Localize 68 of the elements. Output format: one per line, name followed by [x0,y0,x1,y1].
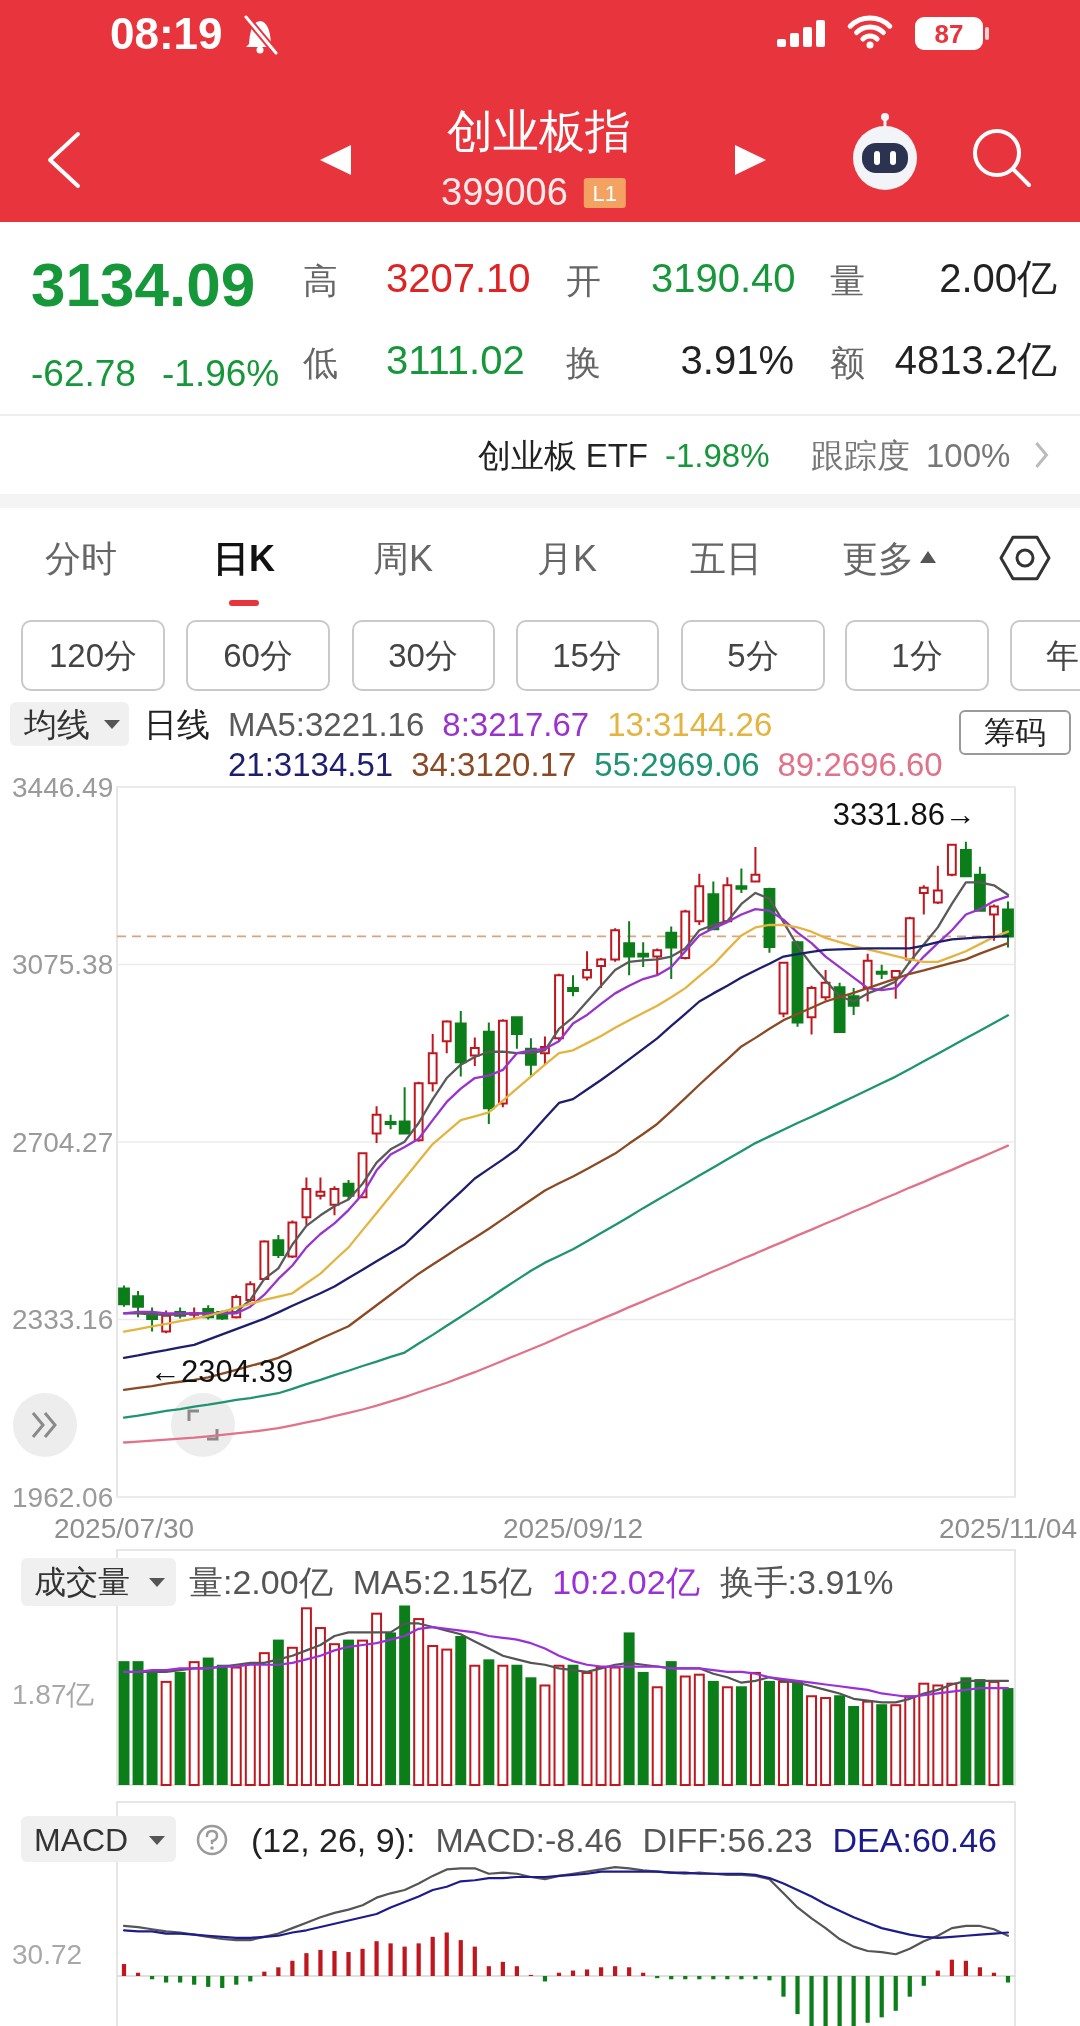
text: 年 [1045,636,1079,674]
text: 8:3217.67 [442,705,590,743]
text: 五日 [690,537,762,579]
text: 3190.40 [651,256,796,300]
text: 分时 [45,537,117,579]
text: 13:3144.26 [607,705,773,743]
text: 1分 [891,636,943,674]
text: 更多 [842,537,914,579]
y-tick-label: 1962.06 [12,1481,114,1513]
text: 15分 [552,636,622,674]
text: 2.00亿 [939,256,1057,300]
text: 日K [213,537,275,579]
text: -1.96% [162,352,280,394]
y-tick-label: 3075.38 [12,949,114,980]
text: 120分 [48,636,138,674]
text: 100% [926,436,1011,474]
text: 34:3120.17 [411,745,577,783]
text: -62.78 [31,352,136,394]
chart-subtitle: 日线 [144,705,210,743]
y-tick-label: 3446.49 [12,771,114,803]
text: 87 [934,19,964,49]
text: 60分 [223,636,293,674]
series-label: DEA:60.46 [832,1821,998,1859]
text: 创业板指 [447,105,631,157]
text: 4813.2亿 [894,338,1057,382]
text: 高 [303,260,338,300]
text: L1 [592,180,618,206]
chart-title: 成交量 [34,1564,130,1600]
text: 跟踪度 [811,436,910,474]
text: 换手:3.91% [719,1563,894,1601]
y-tick-label: 2333.16 [12,1304,114,1335]
text: 55:2969.06 [594,745,760,783]
text: MACD:-8.46 [435,1821,623,1859]
text: 周K [372,537,434,579]
text: 3.91% [680,338,794,382]
text: 筹码 [984,715,1046,750]
text: 30分 [388,636,458,674]
text: 量 [830,260,865,300]
series-label: DIFF:56.23 [642,1821,813,1859]
chart-title: 均线 [23,705,90,743]
text: 3134.09 [31,249,256,319]
text: 30.72 [12,1938,83,1970]
chart-title: MACD [34,1822,129,1858]
x-tick-label: 2025/11/04 [938,1512,1078,1544]
series-label: MA5:2.15亿 [352,1563,533,1601]
text: 额 [830,342,865,382]
x-tick-label: 2025/07/30 [53,1512,195,1544]
text: 1.87亿 [12,1678,95,1710]
text: 低 [303,342,338,382]
text: 399006 [441,171,568,213]
y-tick-label: 2704.27 [12,1126,114,1158]
text: 换 [566,342,601,382]
text: MA5:3221.16 [228,705,425,743]
text: 21:3134.51 [228,745,394,783]
x-tick-label: 2025/09/12 [502,1512,644,1544]
series-label: 10:2.02亿 [552,1563,700,1601]
text: 开 [566,260,601,300]
text: 3207.10 [386,256,531,300]
text: 3111.02 [386,338,525,382]
text: 5分 [727,636,779,674]
annotation: 3331.86→ [832,797,976,833]
text: 89:2696.60 [777,745,943,783]
text: 创业板 ETF [477,436,648,474]
text: 月K [536,537,598,579]
text: -1.98% [665,436,770,474]
text: (12, 26, 9): [251,1821,416,1859]
text: 量:2.00亿 [189,1563,333,1601]
text: 08:19 [110,8,223,58]
